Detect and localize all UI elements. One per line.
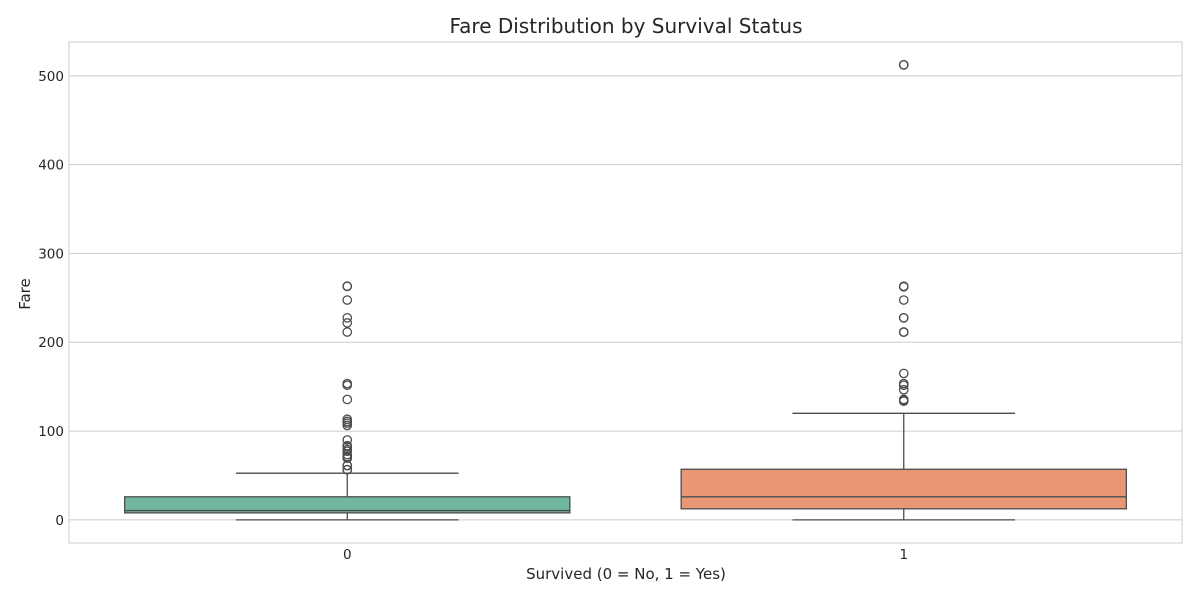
y-tick-label: 100: [38, 424, 64, 440]
box-group-1: [680, 59, 1128, 521]
outlier-point: [342, 394, 353, 405]
outlier-point: [342, 464, 353, 475]
outlier-point: [342, 420, 353, 431]
outlier-point: [342, 453, 353, 463]
outlier-point: [898, 312, 909, 323]
y-tick-labels: 0 100 200 300 400 500: [38, 69, 64, 529]
outlier-point: [342, 327, 353, 337]
y-axis-label: Fare: [16, 278, 34, 310]
y-tick-label: 200: [38, 335, 64, 351]
outlier-point: [898, 396, 909, 406]
chart-title: Fare Distribution by Survival Status: [449, 14, 802, 38]
y-tick-label: 400: [38, 158, 64, 174]
y-tick-label: 300: [38, 246, 64, 262]
outlier-point: [898, 295, 909, 305]
outlier-point: [898, 59, 909, 70]
x-tick-label: 0: [343, 547, 352, 563]
outlier-point: [342, 446, 353, 457]
outlier-point: [898, 384, 909, 395]
grid-lines: [69, 75, 1182, 521]
outlier-point: [898, 380, 909, 391]
outlier-point: [342, 312, 353, 323]
y-tick-label: 0: [55, 513, 64, 529]
outlier-point: [342, 295, 353, 305]
x-axis-label: Survived (0 = No, 1 = Yes): [526, 565, 726, 583]
outlier-point: [342, 380, 353, 391]
outlier-point: [342, 318, 353, 328]
outlier-point: [898, 281, 909, 292]
iqr-box: [680, 468, 1128, 510]
iqr-box: [124, 496, 571, 514]
outlier-point: [342, 442, 353, 452]
y-tick-label: 500: [38, 69, 64, 85]
x-tick-label: 1: [899, 547, 908, 563]
outlier-point: [342, 460, 353, 471]
outlier-point: [342, 281, 353, 292]
outlier-point: [342, 435, 353, 445]
box-group-0: [124, 281, 571, 521]
boxes: [124, 59, 1128, 521]
plot-frame: [68, 41, 1183, 544]
outlier-point: [898, 327, 909, 338]
outlier-point: [898, 368, 909, 379]
